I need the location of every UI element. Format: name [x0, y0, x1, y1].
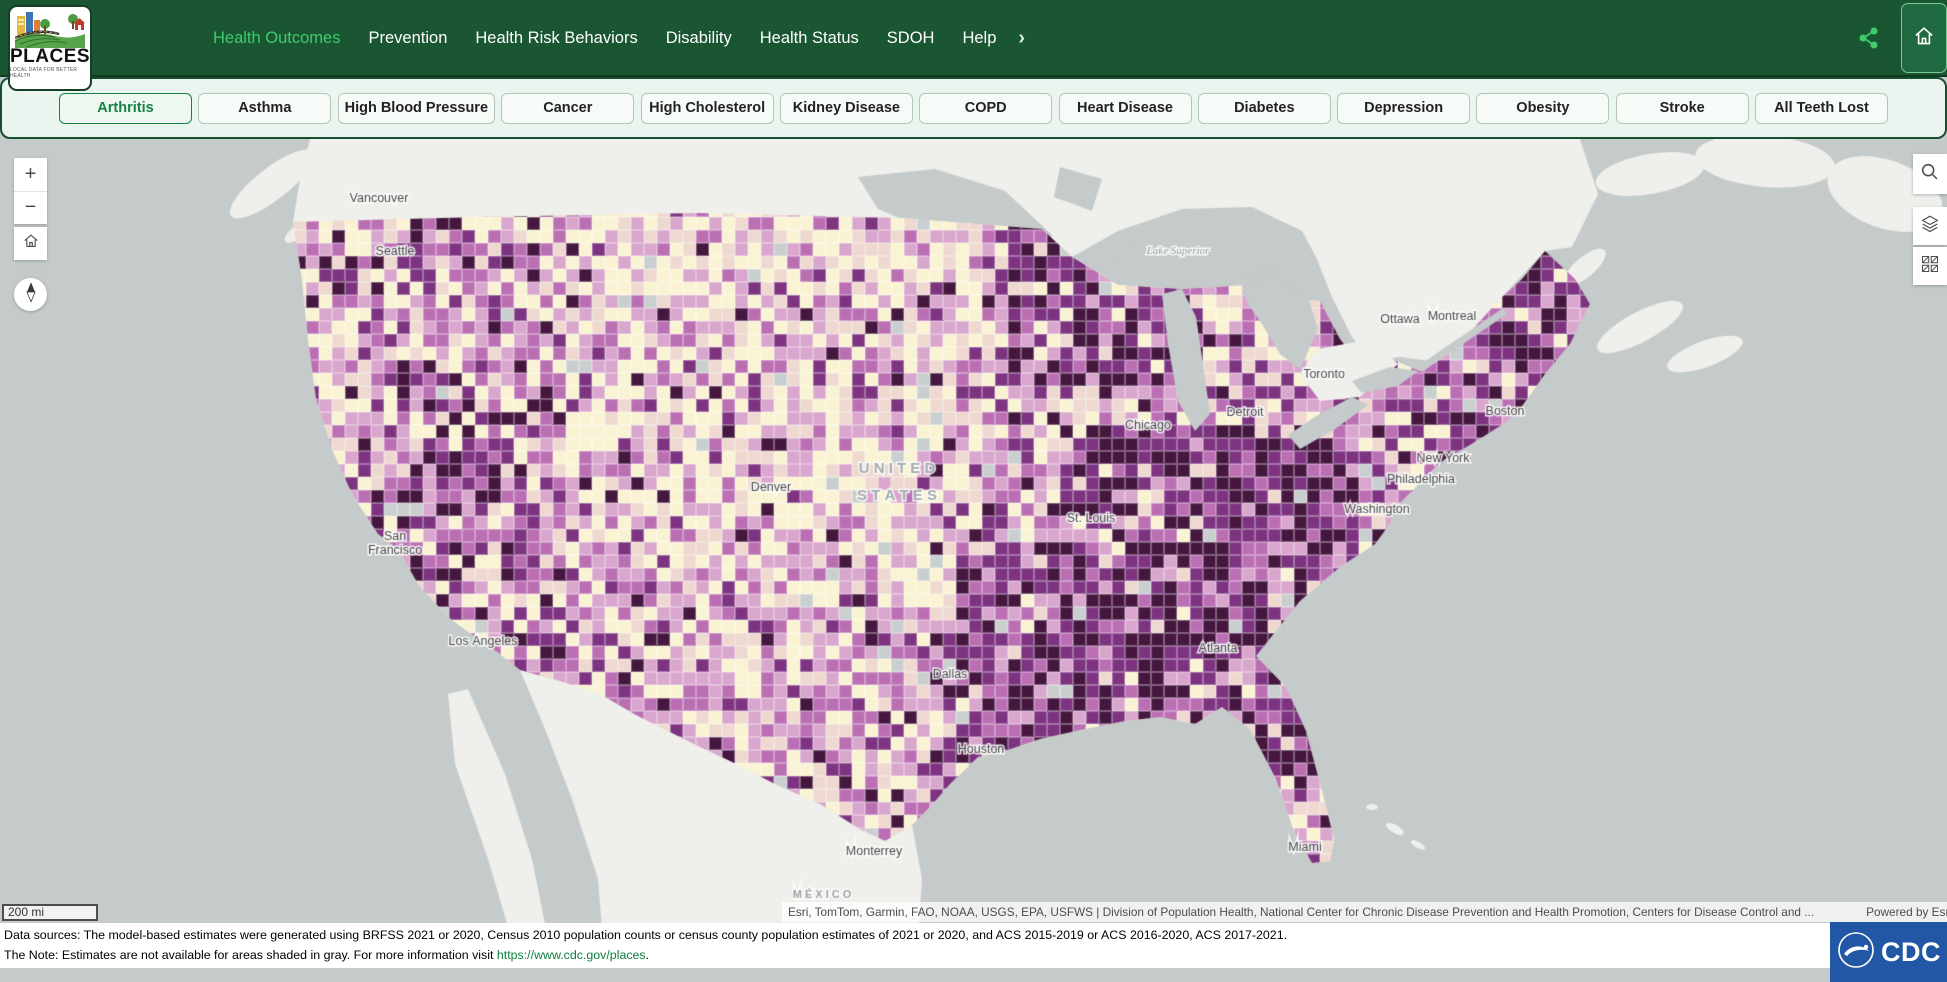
nav-item-health-risk-behaviors[interactable]: Health Risk Behaviors [475, 29, 638, 47]
default-extent-button[interactable] [14, 227, 47, 260]
nav-item-disability[interactable]: Disability [665, 29, 732, 47]
layers-button[interactable] [1913, 207, 1947, 245]
tab-copd[interactable]: COPD [919, 92, 1053, 124]
choropleth-map-canvas[interactable] [0, 139, 1947, 968]
tab-high-cholesterol[interactable]: High Cholesterol [640, 92, 774, 124]
powered-by-esri: Powered by Esri [1866, 905, 1947, 919]
tab-diabetes[interactable]: Diabetes [1197, 92, 1331, 124]
nav-item-health-status[interactable]: Health Status [759, 29, 859, 47]
zoom-in-button[interactable]: + [14, 158, 47, 192]
tab-depression[interactable]: Depression [1337, 92, 1471, 124]
data-sources-line: Data sources: The model-based estimates … [4, 928, 1288, 942]
search-icon [1919, 161, 1941, 188]
tab-heart-disease[interactable]: Heart Disease [1058, 92, 1192, 124]
cdc-logo-text: CDC [1881, 936, 1941, 967]
places-logo-tagline: LOCAL DATA FOR BETTER HEALTH [10, 67, 78, 79]
hhs-eagle-icon [1836, 930, 1876, 975]
nav-item-prevention[interactable]: Prevention [368, 29, 448, 47]
cdc-logo[interactable]: CDC [1830, 922, 1947, 982]
zoom-control: + − [14, 158, 47, 224]
places-logo[interactable]: PLACES LOCAL DATA FOR BETTER HEALTH [8, 5, 92, 91]
tab-obesity[interactable]: Obesity [1476, 92, 1610, 124]
attribution-text: Esri, TomTom, Garmin, FAO, NOAA, USGS, E… [788, 905, 1815, 919]
tab-all-teeth-lost[interactable]: All Teeth Lost [1754, 92, 1888, 124]
zoom-out-button[interactable]: − [14, 191, 47, 224]
tab-cancer[interactable]: Cancer [501, 92, 635, 124]
search-button[interactable] [1913, 154, 1947, 194]
places-logo-illustration [15, 12, 85, 48]
cdc-places-link[interactable]: https://www.cdc.gov/places [496, 947, 646, 962]
compass-button[interactable] [14, 278, 47, 311]
map-attribution: Esri, TomTom, Garmin, FAO, NOAA, USGS, E… [782, 902, 1947, 922]
tab-stroke[interactable]: Stroke [1615, 92, 1749, 124]
tab-high-blood-pressure[interactable]: High Blood Pressure [337, 92, 496, 124]
places-logo-title: PLACES [9, 46, 91, 67]
nav-item-help[interactable]: Help [962, 29, 997, 47]
map-home-icon [21, 231, 41, 256]
nav-overflow-chevron-icon[interactable]: › [1018, 27, 1026, 49]
top-nav-bar: Health Outcomes Prevention Health Risk Beh… [0, 0, 1947, 77]
measure-tab-bar: Arthritis Asthma High Blood Pressure Cancer… [0, 77, 1947, 139]
compass-needle-icon [18, 279, 44, 310]
tab-arthritis[interactable]: Arthritis [59, 92, 192, 124]
nav-item-health-outcomes[interactable]: Health Outcomes [213, 29, 341, 47]
basemap-gallery-button[interactable] [1913, 247, 1947, 285]
main-nav: Health Outcomes Prevention Health Risk Beh… [213, 0, 1025, 77]
home-button[interactable] [1901, 3, 1947, 73]
note-line: The Note: Estimates are not available fo… [4, 947, 650, 962]
scale-bar: 200 mi [2, 904, 98, 921]
tab-asthma[interactable]: Asthma [198, 92, 332, 124]
map-area: + − [0, 139, 1947, 968]
nav-item-sdoh[interactable]: SDOH [886, 29, 935, 47]
basemap-gallery-icon [1920, 254, 1940, 279]
tab-kidney-disease[interactable]: Kidney Disease [779, 92, 913, 124]
home-icon [1911, 23, 1937, 54]
share-icon[interactable] [1857, 26, 1881, 50]
layers-icon [1919, 213, 1941, 240]
footer-notes: Data sources: The model-based estimates … [0, 923, 1947, 968]
